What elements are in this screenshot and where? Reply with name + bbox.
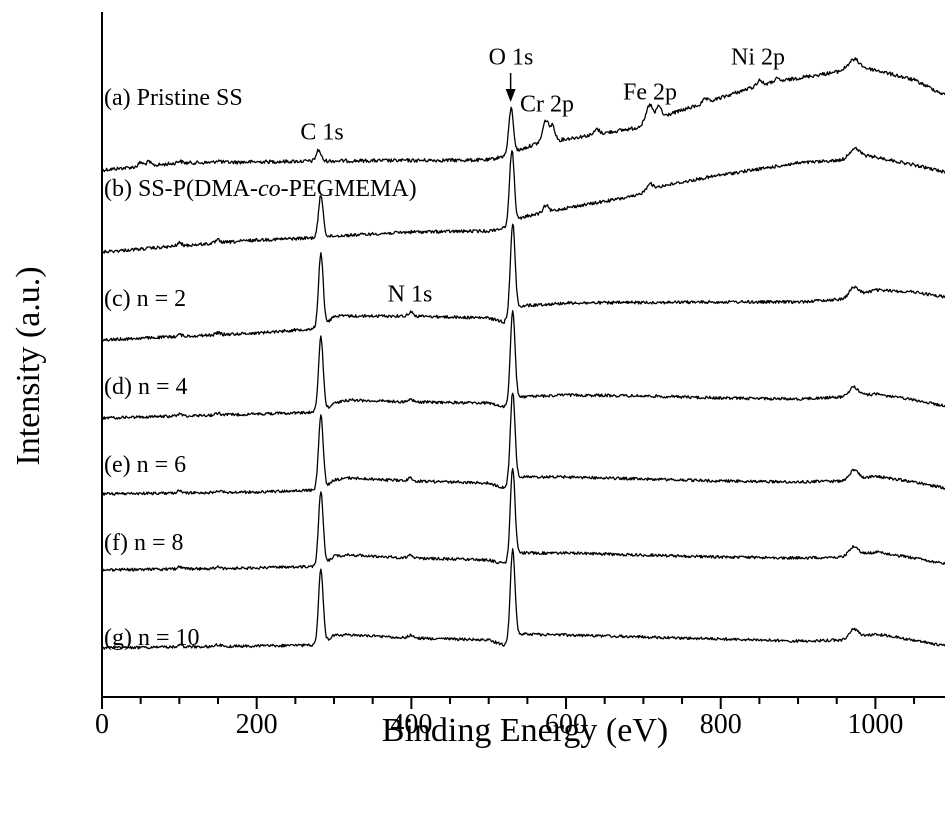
x-tick-label: 1000 xyxy=(847,709,903,740)
annotation-ni-2p: Ni 2p xyxy=(731,45,785,71)
series-label-f: (f) n = 8 xyxy=(104,530,184,556)
x-tick-label: 0 xyxy=(95,709,109,740)
annotation-arrow-head xyxy=(505,89,516,102)
spectrum-trace-e xyxy=(101,392,945,496)
series-label-b: (b) SS-P(DMA-co-PEGMEMA) xyxy=(104,176,417,202)
series-label-d: (d) n = 4 xyxy=(104,374,188,400)
annotation-n-1s: N 1s xyxy=(388,282,433,308)
spectrum-trace-c xyxy=(101,223,945,342)
x-tick-label: 800 xyxy=(700,709,742,740)
peak-annotations: C 1s N 1s O 1s Cr 2p Fe 2p Ni 2p xyxy=(300,45,785,308)
series-label-e: (e) n = 6 xyxy=(104,452,186,478)
y-axis-label: Intensity (a.u.) xyxy=(10,266,47,465)
series-label-c: (c) n = 2 xyxy=(104,286,186,312)
annotation-o-1s: O 1s xyxy=(489,45,534,71)
spectrum-trace-d xyxy=(101,310,945,420)
series-label-a: (a) Pristine SS xyxy=(104,85,243,111)
spectra-traces xyxy=(101,57,945,650)
spectrum-trace-b xyxy=(101,146,945,254)
spectrum-trace-f xyxy=(102,467,945,572)
series-labels: (a) Pristine SS (b) SS-P(DMA-co-PEGMEMA) (… xyxy=(104,85,417,651)
x-axis-label: Binding Energy (eV) xyxy=(382,712,668,749)
x-tick-label: 200 xyxy=(236,709,278,740)
x-tick-label: 600 xyxy=(545,709,587,740)
x-tick-label: 400 xyxy=(390,709,432,740)
spectrum-trace-a xyxy=(101,57,945,173)
annotation-c-1s: C 1s xyxy=(300,120,343,146)
annotation-fe-2p: Fe 2p xyxy=(623,80,677,106)
axes: 0 200 400 600 800 1000 xyxy=(95,12,945,740)
series-label-g: (g) n = 10 xyxy=(104,625,200,651)
spectrum-trace-g xyxy=(101,548,945,650)
x-axis-ticks: 0 200 400 600 800 1000 xyxy=(95,697,916,740)
annotation-cr-2p: Cr 2p xyxy=(520,92,574,118)
